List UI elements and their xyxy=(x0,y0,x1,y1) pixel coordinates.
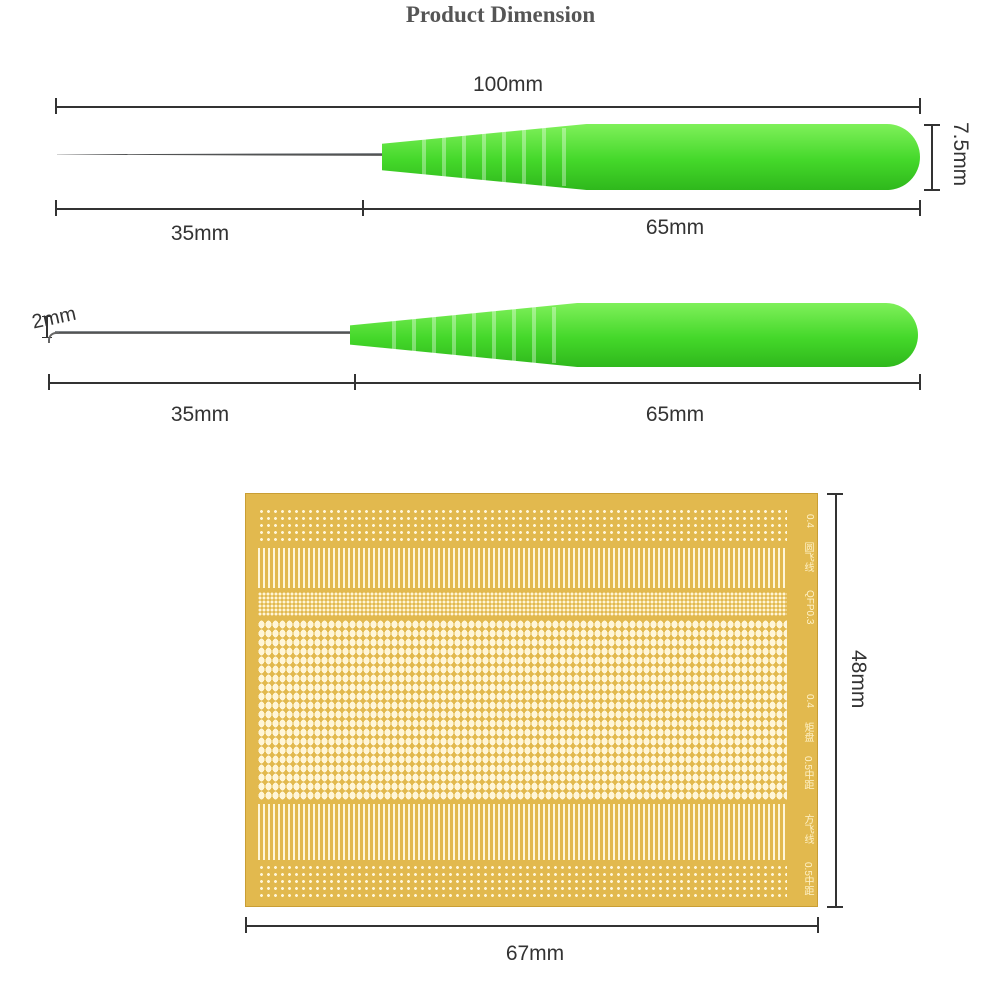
needle-straight-wire xyxy=(57,153,387,156)
tip-length-label: 35mm xyxy=(170,403,230,426)
tip-length-label: 35mm xyxy=(170,222,230,245)
dimension-tick xyxy=(48,374,50,390)
board-trace-row xyxy=(258,804,787,860)
board-trace-row xyxy=(258,548,787,588)
needle-hook-wire xyxy=(55,331,360,334)
board-pad-row xyxy=(258,592,787,616)
dimension-line-segments xyxy=(55,208,920,210)
board-text: 方飞线 xyxy=(802,814,813,844)
dimension-tick xyxy=(827,906,843,908)
board-pad-row xyxy=(258,508,787,544)
dimension-line-segments xyxy=(48,382,920,384)
dimension-tick xyxy=(55,200,57,216)
board-width-label: 67mm xyxy=(505,942,565,965)
dimension-tick xyxy=(919,200,921,216)
hook-tip xyxy=(48,332,59,343)
handle-grip xyxy=(410,128,570,186)
board-text: QFP0.3 xyxy=(804,590,815,625)
board-text: 矩盘 xyxy=(802,722,813,742)
total-length-label: 100mm xyxy=(472,73,544,96)
board-height-label: 48mm xyxy=(847,650,870,709)
dimension-tick xyxy=(362,200,364,216)
board-text: 0.4 xyxy=(804,694,815,708)
dimension-line-height xyxy=(931,124,933,190)
prototype-board: 0.4 圆飞线 QFP0.3 0.4 矩盘 0.5中距 方飞线 0.5中距 xyxy=(245,493,818,907)
handle-grip xyxy=(380,307,570,363)
dimension-line-total xyxy=(55,106,920,108)
handle-length-label: 65mm xyxy=(645,403,705,426)
board-text: 0.5中距 xyxy=(802,862,813,896)
handle-length-label: 65mm xyxy=(645,216,705,239)
board-text: 圆飞线 xyxy=(802,542,813,572)
dimension-tick xyxy=(245,917,247,933)
page-title: Product Dimension xyxy=(405,2,596,27)
dimension-line-board-width xyxy=(245,925,818,927)
board-pad-row xyxy=(258,864,787,898)
dimension-tick xyxy=(817,917,819,933)
dimension-tick xyxy=(55,98,57,114)
dimension-tick xyxy=(354,374,356,390)
dimension-line-board-height xyxy=(835,493,837,907)
board-pad-row xyxy=(258,620,787,800)
dimension-tick xyxy=(919,374,921,390)
hook-dimension-marker xyxy=(42,316,52,338)
dimension-tick xyxy=(924,124,940,126)
height-label: 7.5mm xyxy=(949,122,972,187)
dimension-tick xyxy=(919,98,921,114)
dimension-tick xyxy=(827,493,843,495)
dimension-tick xyxy=(924,189,940,191)
hook-size-label: 2mm xyxy=(30,302,79,334)
board-text: 0.5中距 xyxy=(802,756,813,790)
board-text: 0.4 xyxy=(804,514,815,528)
